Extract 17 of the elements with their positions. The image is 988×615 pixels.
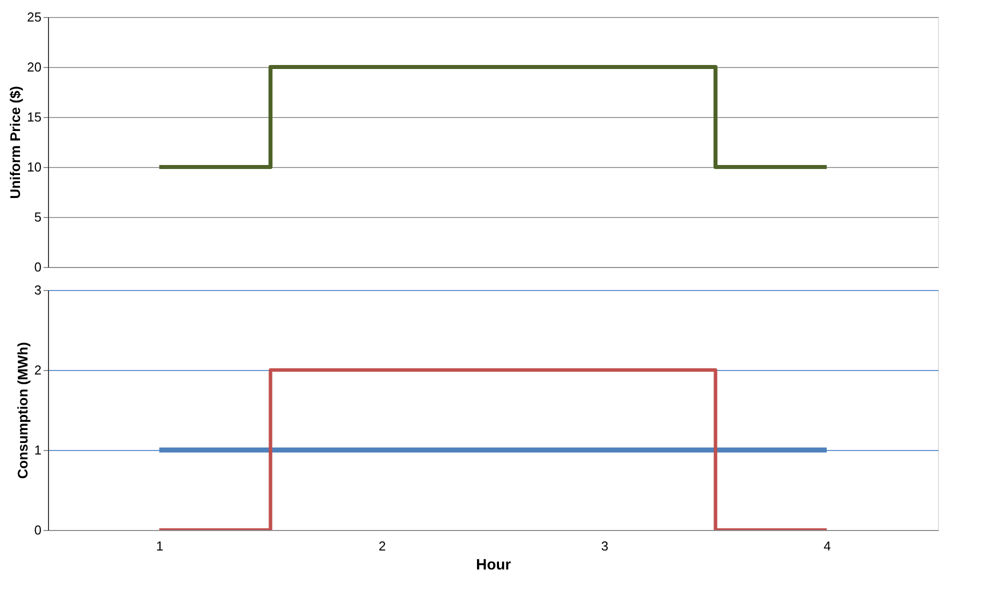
y-tick-label: 10: [27, 160, 42, 174]
y-tick-label: 20: [27, 60, 42, 74]
y-tick-label: 5: [34, 210, 42, 224]
y-tick-label: 0: [34, 522, 42, 538]
y-axis-title: Consumption (MWh): [14, 342, 30, 479]
y-axis-title: Uniform Price ($): [7, 86, 24, 199]
y-tick-label: 2: [34, 362, 42, 378]
x-tick-label: 4: [824, 538, 831, 554]
y-tick-label: 3: [34, 282, 42, 298]
x-tick-label: 2: [378, 538, 386, 554]
y-tick-label: 1: [34, 442, 42, 458]
y-tick-label: 25: [27, 10, 42, 24]
y-tick-label: 0: [34, 260, 42, 274]
x-tick-label: 1: [156, 538, 164, 554]
y-tick-label: 15: [27, 110, 42, 124]
x-tick-label: 3: [601, 538, 608, 554]
x-axis-title: Hour: [476, 556, 512, 574]
